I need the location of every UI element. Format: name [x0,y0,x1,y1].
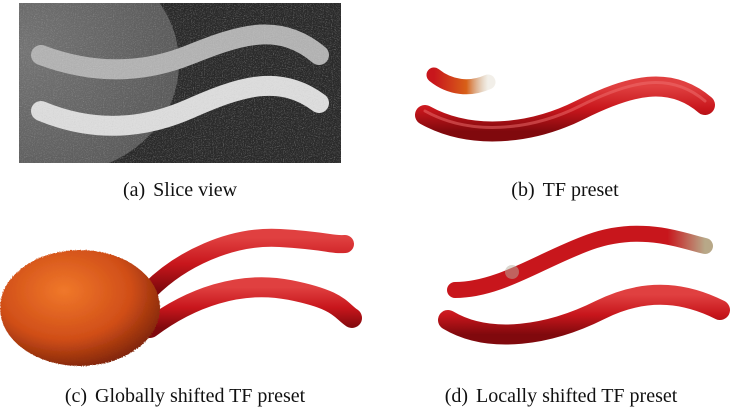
slice-tube-upper [31,24,329,80]
upper-tube [141,228,354,299]
upper-tube [447,225,713,298]
orange-blob [0,250,160,366]
caption-c: (c) Globally shifted TF preset [64,385,306,407]
lower-tube [415,76,715,142]
globally-shifted-render [0,220,370,370]
locally-shifted-render [420,220,732,370]
caption-d: (d) Locally shifted TF preset [444,385,678,407]
tf-preset-render [400,40,730,160]
noise-cluster [505,265,519,279]
slice-view-image [19,3,341,163]
lower-tube [140,277,362,338]
caption-b: (b) TF preset [511,179,619,201]
lower-tube [438,284,730,345]
caption-a: (a) Slice view [122,179,238,201]
slice-tube-lower [31,75,329,136]
upper-tube-fragment [426,67,496,95]
